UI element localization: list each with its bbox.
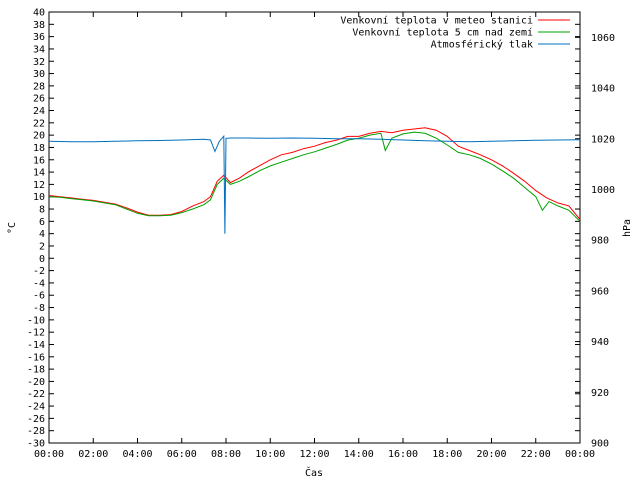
y-tick-label: 18: [33, 143, 45, 154]
y-tick-label: 38: [33, 20, 45, 31]
y-tick-label: -18: [27, 365, 45, 376]
y-tick-label: 22: [33, 118, 45, 129]
y-tick-label: -6: [33, 291, 45, 302]
y-tick-label: -14: [27, 340, 45, 351]
y-tick-label: 12: [33, 180, 45, 191]
y-tick-label: -30: [27, 439, 45, 450]
y2-tick-label: 1040: [591, 84, 615, 95]
x-tick-label: 20:00: [476, 449, 506, 460]
y-tick-label: 20: [33, 131, 45, 142]
x-tick-label: 00:00: [565, 449, 595, 460]
y-tick-label: -8: [33, 303, 45, 314]
y-tick-label: -28: [27, 426, 45, 437]
y-tick-label: 36: [33, 32, 45, 43]
y-tick-label: 16: [33, 155, 45, 166]
y2-tick-label: 1000: [591, 185, 615, 196]
y-tick-label: 24: [33, 106, 45, 117]
y2-tick-label: 940: [591, 337, 609, 348]
x-axis-title: Čas: [305, 466, 323, 479]
x-tick-label: 00:00: [34, 449, 64, 460]
y-tick-label: 34: [33, 44, 45, 55]
x-tick-label: 04:00: [122, 449, 152, 460]
y-tick-label: 2: [39, 241, 45, 252]
y-axis-title: °C: [7, 222, 18, 234]
y-tick-label: -24: [27, 402, 45, 413]
y-tick-label: -2: [33, 266, 45, 277]
x-tick-label: 22:00: [521, 449, 551, 460]
y-tick-label: -12: [27, 328, 45, 339]
x-tick-label: 18:00: [432, 449, 462, 460]
y2-tick-label: 980: [591, 236, 609, 247]
y-tick-label: -20: [27, 377, 45, 388]
x-tick-label: 10:00: [255, 449, 285, 460]
y2-axis-ticks: 900 920 940 960 980 1000 1020 1040 1060: [575, 33, 615, 450]
y2-tick-label: 920: [591, 388, 609, 399]
plot-frame: [48, 11, 581, 444]
x-tick-label: 06:00: [167, 449, 197, 460]
y-tick-label: 4: [39, 229, 45, 240]
legend: Venkovní teplota v meteo staniciVenkovní…: [340, 15, 570, 51]
y-tick-label: 10: [33, 192, 45, 203]
y-tick-label: 30: [33, 69, 45, 80]
y-axis-ticks: -30-28-26-24-22-20-18-16-14-12-10-8-6-4-…: [27, 8, 580, 450]
y2-tick-label: 900: [591, 439, 609, 450]
y-tick-label: 6: [39, 217, 45, 228]
y2-tick-label: 960: [591, 286, 609, 297]
y-tick-label: -4: [33, 278, 45, 289]
y-tick-label: -16: [27, 352, 45, 363]
plot-border: [48, 11, 581, 444]
x-tick-label: 02:00: [78, 449, 108, 460]
x-tick-label: 16:00: [388, 449, 418, 460]
y-tick-label: 14: [33, 168, 45, 179]
y-tick-label: -26: [27, 414, 45, 425]
y-tick-label: 0: [39, 254, 45, 265]
legend-label-1: Venkovní teplota v meteo stanici: [340, 15, 533, 27]
series-line-2: [48, 131, 581, 222]
y2-tick-label: 1060: [591, 33, 615, 44]
series-line-1: [48, 127, 581, 220]
y-tick-label: 28: [33, 81, 45, 92]
y-tick-label: -22: [27, 389, 45, 400]
legend-label-3: Atmosférický tlak: [431, 39, 533, 51]
y2-tick-label: 1020: [591, 134, 615, 145]
y-tick-label: 32: [33, 57, 45, 68]
y-tick-label: 26: [33, 94, 45, 105]
x-axis-ticks: 00:00 02:00 04:00 06:00 08:00 10:00 12:00 14:00…: [34, 12, 595, 460]
x-tick-label: 12:00: [299, 449, 329, 460]
y2-axis-title: hPa: [622, 219, 633, 237]
y-tick-label: -10: [27, 315, 45, 326]
series-line-3: [48, 134, 581, 234]
x-tick-label: 08:00: [211, 449, 241, 460]
x-tick-label: 14:00: [344, 449, 374, 460]
series-layer: [48, 127, 581, 234]
legend-label-2: Venkovní teplota 5 cm nad zemí: [352, 27, 533, 39]
y-tick-label: 40: [33, 8, 45, 19]
y-tick-label: 8: [39, 205, 45, 216]
